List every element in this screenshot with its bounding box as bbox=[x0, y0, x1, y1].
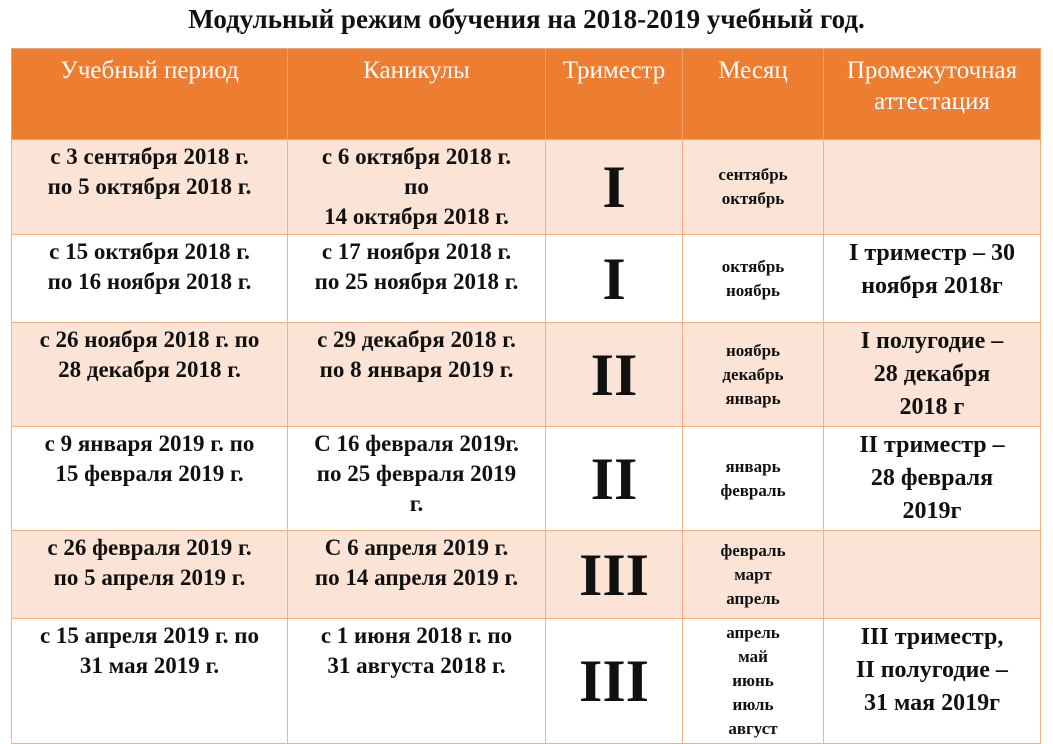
header-period: Учебный период bbox=[11, 48, 288, 140]
cell-attestation bbox=[823, 530, 1041, 619]
cell-months: январь февраль bbox=[682, 426, 824, 531]
cell-period: с 26 ноября 2018 г. по 28 декабря 2018 г… bbox=[11, 322, 288, 427]
header-holidays: Каникулы bbox=[287, 48, 546, 140]
table-row: с 26 февраля 2019 г. по 5 апреля 2019 г.… bbox=[11, 530, 1041, 619]
cell-holidays: С 6 апреля 2019 г. по 14 апреля 2019 г. bbox=[287, 530, 546, 619]
cell-trimester: I bbox=[545, 139, 683, 235]
cell-months: октябрь ноябрь bbox=[682, 234, 824, 323]
cell-months: февраль март апрель bbox=[682, 530, 824, 619]
cell-trimester: I bbox=[545, 234, 683, 323]
cell-attestation: I полугодие – 28 декабря 2018 г bbox=[823, 322, 1041, 427]
cell-trimester: II bbox=[545, 322, 683, 427]
header-attestation: Промежуточная аттестация bbox=[823, 48, 1041, 140]
cell-months: апрель май июнь июль август bbox=[682, 618, 824, 744]
cell-period: с 15 апреля 2019 г. по 31 мая 2019 г. bbox=[11, 618, 288, 744]
cell-trimester: III bbox=[545, 530, 683, 619]
page-title: Модульный режим обучения на 2018-2019 уч… bbox=[188, 4, 865, 34]
cell-period: с 26 февраля 2019 г. по 5 апреля 2019 г. bbox=[11, 530, 288, 619]
header-row: Учебный период Каникулы Триместр Месяц П… bbox=[11, 48, 1041, 140]
cell-trimester: III bbox=[545, 618, 683, 744]
cell-trimester: II bbox=[545, 426, 683, 531]
cell-months: ноябрь декабрь январь bbox=[682, 322, 824, 427]
table-row: с 9 января 2019 г. по 15 февраля 2019 г.… bbox=[11, 426, 1041, 531]
schedule-table: Учебный период Каникулы Триместр Месяц П… bbox=[11, 48, 1041, 744]
cell-attestation bbox=[823, 139, 1041, 235]
cell-attestation: III триместр, II полугодие – 31 мая 2019… bbox=[823, 618, 1041, 744]
cell-period: с 9 января 2019 г. по 15 февраля 2019 г. bbox=[11, 426, 288, 531]
table-row: с 15 октября 2018 г. по 16 ноября 2018 г… bbox=[11, 234, 1041, 323]
header-trimester: Триместр bbox=[545, 48, 683, 140]
cell-months: сентябрь октябрь bbox=[682, 139, 824, 235]
cell-period: с 15 октября 2018 г. по 16 ноября 2018 г… bbox=[11, 234, 288, 323]
cell-holidays: С 16 февраля 2019г. по 25 февраля 2019 г… bbox=[287, 426, 546, 531]
cell-period: с 3 сентября 2018 г. по 5 октября 2018 г… bbox=[11, 139, 288, 235]
cell-attestation: I триместр – 30 ноября 2018г bbox=[823, 234, 1041, 323]
table-row: с 3 сентября 2018 г. по 5 октября 2018 г… bbox=[11, 139, 1041, 235]
table-row: с 15 апреля 2019 г. по 31 мая 2019 г. с 1… bbox=[11, 618, 1041, 744]
header-month: Месяц bbox=[682, 48, 824, 140]
table-row: с 26 ноября 2018 г. по 28 декабря 2018 г… bbox=[11, 322, 1041, 427]
cell-holidays: с 6 октября 2018 г. по 14 октября 2018 г… bbox=[287, 139, 546, 235]
cell-holidays: с 1 июня 2018 г. по 31 августа 2018 г. bbox=[287, 618, 546, 744]
cell-holidays: с 17 ноября 2018 г. по 25 ноября 2018 г. bbox=[287, 234, 546, 323]
cell-holidays: с 29 декабря 2018 г. по 8 января 2019 г. bbox=[287, 322, 546, 427]
cell-attestation: II триместр – 28 февраля 2019г bbox=[823, 426, 1041, 531]
